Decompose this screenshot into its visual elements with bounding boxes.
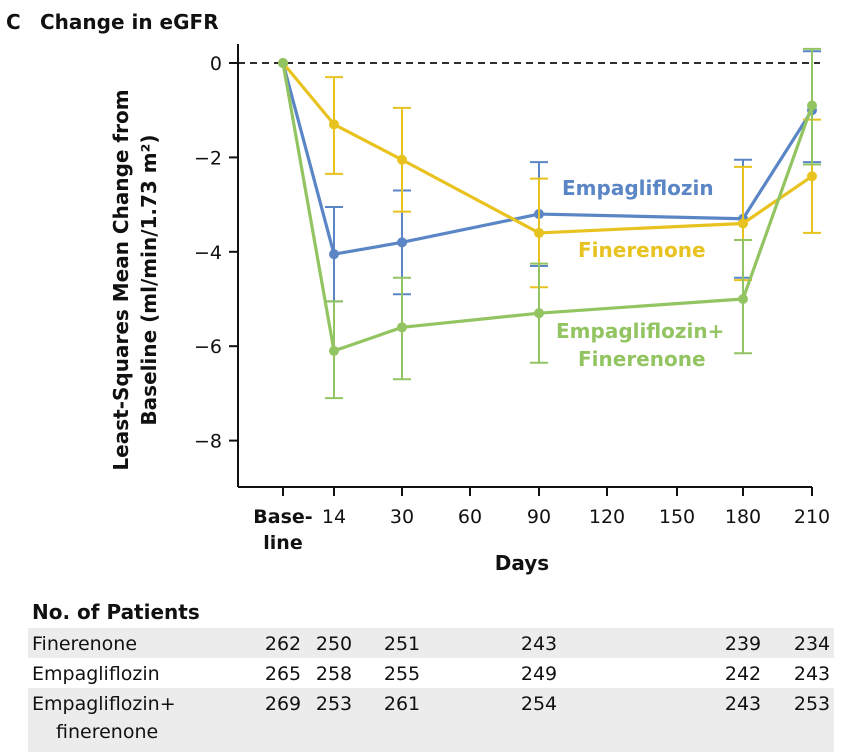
table-row-label: Finerenone — [32, 633, 137, 655]
y-axis-title-line2: Baseline (ml/min/1.73 m²) — [137, 134, 161, 425]
patients-table-title: No. of Patients — [32, 600, 200, 624]
series-group — [278, 47, 821, 400]
data-point — [397, 237, 407, 248]
patients-table: Finerenone 262 250 251 243 239 234 Empagliflozi… — [32, 633, 830, 743]
table-row-label: Empagliflozin — [32, 663, 160, 685]
data-point — [329, 345, 339, 356]
table-cell: 242 — [725, 663, 761, 685]
y-tick-label: −4 — [194, 242, 222, 264]
x-tick-label: Base-line — [253, 506, 312, 554]
data-point — [807, 171, 817, 182]
panel-title: Change in eGFR — [40, 10, 219, 34]
series — [278, 50, 821, 303]
data-point — [397, 322, 407, 333]
data-point — [329, 119, 339, 130]
table-cell: 243 — [521, 633, 557, 655]
y-ticks: 0 −2 −4 −6 −8 — [194, 53, 238, 453]
table-cell: 258 — [316, 663, 352, 685]
x-tick-label: 120 — [589, 506, 625, 528]
table-background — [28, 628, 834, 752]
table-cell: 243 — [794, 663, 830, 685]
table-cell: 255 — [384, 663, 420, 685]
table-cell: 251 — [384, 633, 420, 655]
table-cell: 254 — [521, 693, 557, 715]
series-line — [281, 62, 814, 256]
table-cell: 243 — [725, 693, 761, 715]
series-label: Empagliflozin+ Finerenone — [556, 319, 724, 371]
table-row-shade — [28, 628, 834, 658]
data-point — [534, 227, 544, 238]
data-point — [738, 294, 748, 304]
x-tick-label: 150 — [659, 506, 695, 528]
table-row-shade — [28, 688, 834, 752]
x-tick-label: 210 — [794, 506, 830, 528]
table-cell: 262 — [265, 633, 301, 655]
data-point — [329, 249, 339, 260]
x-tick-label: 14 — [322, 506, 346, 528]
x-tick-label: 60 — [458, 506, 482, 528]
series-line — [281, 61, 813, 235]
data-point — [534, 308, 544, 319]
x-ticks: Base-line 14 30 60 90 120 150 180 210 — [253, 487, 830, 554]
y-tick-label: 0 — [210, 53, 222, 75]
table-cell: 239 — [725, 633, 761, 655]
x-tick-label: 90 — [527, 506, 551, 528]
x-axis-title: Days — [495, 551, 549, 575]
y-tick-label: −6 — [194, 336, 222, 358]
x-tick-label: 180 — [725, 506, 761, 528]
table-row-label: Empagliflozin+ finerenone — [32, 693, 176, 743]
table-cell: 261 — [384, 693, 420, 715]
table-cell: 253 — [316, 693, 352, 715]
y-tick-label: −8 — [194, 431, 222, 453]
data-point — [397, 154, 407, 165]
series-labels: Empagliflozin Finerenone Empagliflozin+ Fin… — [556, 176, 724, 371]
series — [278, 47, 821, 400]
table-cell: 265 — [265, 663, 301, 685]
y-axis-title-line1: Least-Squares Mean Change from — [109, 89, 133, 470]
series-label: Finerenone — [578, 238, 706, 262]
y-tick-label: −2 — [194, 147, 222, 169]
table-cell: 253 — [794, 693, 830, 715]
table-cell: 269 — [265, 693, 301, 715]
data-point — [738, 218, 748, 229]
data-point — [807, 100, 817, 111]
series-label: Empagliflozin — [562, 176, 714, 200]
data-point — [278, 58, 288, 68]
series-line — [281, 62, 814, 353]
table-cell: 250 — [316, 633, 352, 655]
x-tick-label: 30 — [390, 506, 414, 528]
series — [278, 58, 821, 289]
table-cell: 249 — [521, 663, 557, 685]
table-cell: 234 — [794, 633, 830, 655]
panel-letter: C — [6, 10, 21, 34]
